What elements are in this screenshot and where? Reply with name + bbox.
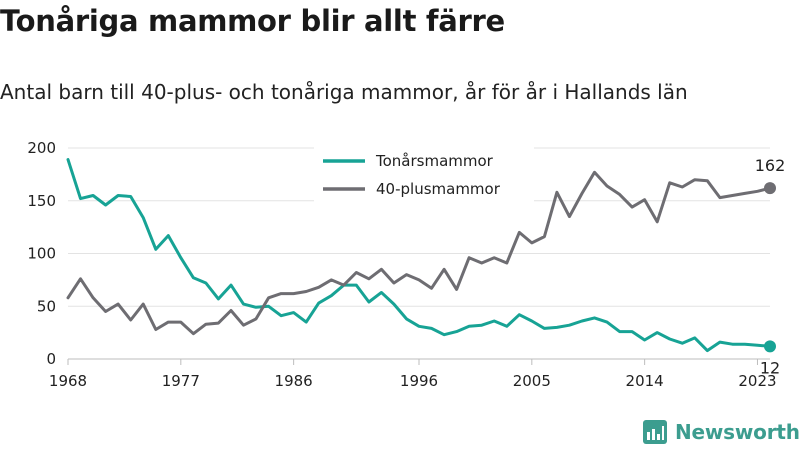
x-tick-label: 2023	[738, 372, 776, 390]
y-tick-label: 200	[27, 139, 56, 157]
series-line	[66, 170, 772, 336]
series-line	[66, 158, 772, 353]
end-point-marker	[764, 340, 776, 353]
y-axis-ticks: 0 50 100 150 200	[27, 139, 56, 368]
chart-title: Tonåriga mammor blir allt färre	[0, 4, 505, 38]
series-lines	[66, 158, 772, 353]
legend-box	[314, 143, 534, 203]
legend-label: Tonårsmammor	[375, 152, 494, 170]
brand-name: Newsworthy	[675, 420, 800, 444]
end-value-label: 12	[760, 358, 780, 377]
end-value-label: 162	[755, 156, 786, 175]
x-tick-label: 1986	[275, 372, 313, 390]
end-markers: 12 162	[755, 156, 786, 377]
x-axis-ticks: 1968 1977 1986 1996 2005 2014 2023	[49, 359, 777, 390]
y-tick-label: 150	[27, 192, 56, 210]
x-tick-label: 2014	[626, 372, 664, 390]
y-tick-label: 50	[37, 297, 56, 315]
y-tick-label: 100	[27, 245, 56, 263]
y-tick-label: 0	[46, 350, 56, 368]
newsworthy-logo: Newsworthy	[643, 418, 800, 446]
x-tick-label: 1977	[162, 372, 200, 390]
newsworthy-logo-icon	[643, 420, 667, 444]
x-tick-label: 1996	[400, 372, 438, 390]
legend-background	[314, 143, 534, 203]
x-tick-label: 2005	[513, 372, 551, 390]
legend: Tonårsmammor 40-plusmammor	[323, 152, 501, 198]
x-tick-label: 1968	[49, 372, 87, 390]
end-point-marker	[764, 182, 776, 195]
legend-label: 40-plusmammor	[376, 180, 501, 198]
chart-subtitle: Antal barn till 40-plus- och tonåriga ma…	[0, 80, 688, 104]
